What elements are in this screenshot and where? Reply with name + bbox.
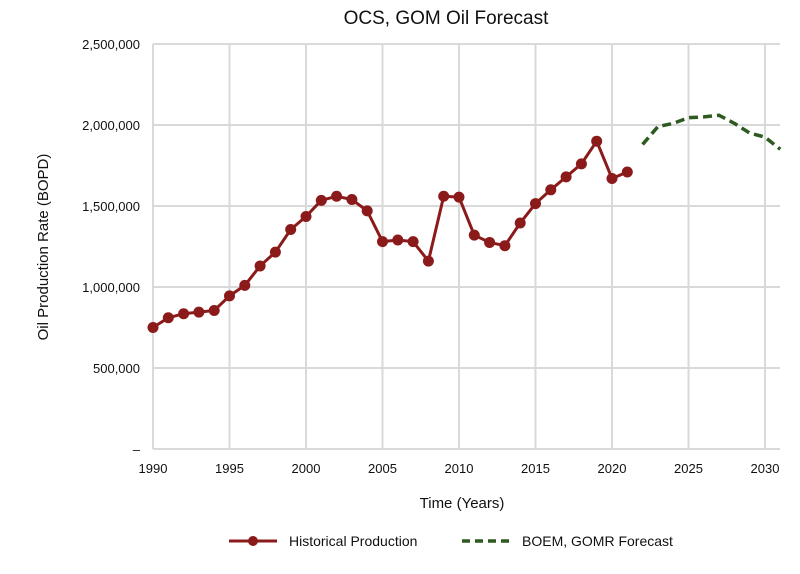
data-point: [591, 135, 603, 147]
data-point: [315, 194, 327, 206]
y-tick-label: 500,000: [93, 361, 140, 376]
x-tick-label: 1990: [139, 461, 168, 476]
data-point: [499, 240, 511, 252]
data-point: [193, 306, 205, 318]
data-point: [438, 190, 450, 202]
data-point: [514, 217, 526, 229]
data-point: [269, 246, 281, 258]
y-tick-label: 1,000,000: [82, 280, 140, 295]
historical-production-line: [152, 139, 628, 329]
data-point: [208, 304, 220, 316]
data-point: [254, 260, 266, 272]
legend: Historical Production BOEM, GOMR Forecas…: [229, 533, 673, 549]
y-tick-label: 1,500,000: [82, 199, 140, 214]
data-point: [162, 312, 174, 324]
data-point: [377, 236, 388, 248]
x-tick-label: 2005: [368, 461, 397, 476]
y-axis-label: Oil Production Rate (BOPD): [35, 154, 52, 341]
data-point: [300, 211, 312, 223]
x-tick-label: 2020: [598, 461, 627, 476]
legend-label-forecast: BOEM, GOMR Forecast: [522, 533, 673, 549]
x-tick-label: 2025: [674, 461, 703, 476]
data-point: [331, 190, 343, 202]
data-point: [285, 223, 297, 235]
x-tick-label: 2000: [292, 461, 321, 476]
data-point: [575, 158, 587, 170]
data-point: [545, 184, 557, 196]
x-axis-label: Time (Years): [420, 495, 505, 512]
chart-title: OCS, GOM Oil Forecast: [344, 8, 550, 29]
x-tick-label: 2015: [521, 461, 550, 476]
x-tick-label: 2010: [445, 461, 474, 476]
y-tick-label: –: [133, 442, 141, 457]
forecast-line: [641, 113, 782, 151]
data-point: [239, 279, 251, 291]
legend-label-historical: Historical Production: [289, 533, 417, 549]
y-tick-label: 2,500,000: [82, 37, 140, 52]
data-point: [407, 236, 419, 248]
data-point: [361, 205, 373, 217]
data-point: [178, 308, 190, 320]
data-point: [224, 290, 235, 302]
data-point: [484, 236, 496, 248]
data-point: [621, 166, 633, 178]
y-tick-label: 2,000,000: [82, 118, 140, 133]
x-tick-label: 2030: [751, 461, 780, 476]
data-point: [392, 234, 404, 246]
x-tick-label: 1995: [215, 461, 244, 476]
data-point: [606, 172, 618, 184]
data-point: [422, 255, 434, 267]
data-point: [346, 194, 358, 206]
data-point: [468, 229, 480, 241]
data-point: [147, 322, 159, 333]
data-point: [453, 191, 465, 203]
data-point: [530, 198, 541, 210]
legend-marker-historical: [248, 536, 258, 546]
data-point: [560, 171, 572, 183]
